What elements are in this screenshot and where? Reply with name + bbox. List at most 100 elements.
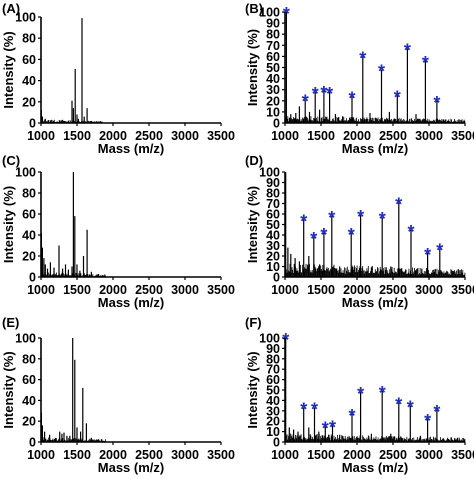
peak-asterisk: *: [422, 53, 429, 73]
x-tick-label: 3500: [207, 129, 235, 143]
y-tick-label: 0: [273, 436, 280, 450]
y-tick-label: 50: [266, 61, 280, 75]
x-tick-label: 3500: [207, 448, 235, 462]
peak-asterisk: *: [433, 402, 440, 422]
y-tick-label: 60: [266, 373, 280, 387]
y-axis-title: Intensity (%): [1, 186, 16, 263]
x-tick-label: 2000: [343, 283, 371, 297]
x-tick-label: 3000: [415, 283, 443, 297]
peak-asterisk: *: [357, 207, 364, 227]
peak-asterisk: *: [311, 400, 318, 420]
peak-asterisk: *: [283, 4, 290, 24]
peak-asterisk: *: [348, 88, 355, 108]
x-axis-title: Mass (m/z): [98, 141, 164, 156]
x-tick-label: 2000: [343, 129, 371, 143]
peak-asterisk: *: [407, 398, 414, 418]
peak-asterisk: *: [320, 83, 327, 103]
y-tick-label: 90: [266, 342, 280, 356]
x-axis-title: Mass (m/z): [98, 295, 164, 310]
x-tick-label: 3500: [451, 448, 474, 462]
peak-asterisk: *: [348, 225, 355, 245]
y-axis-title: Intensity (%): [245, 351, 260, 428]
x-tick-label: 1500: [63, 448, 91, 462]
y-tick-label: 40: [266, 72, 280, 86]
noise-baseline: [284, 116, 466, 123]
peak-asterisk: *: [433, 93, 440, 113]
x-tick-label: 3500: [207, 283, 235, 297]
panel-f: (F)************1000150020002500300035000…: [245, 315, 474, 475]
y-tick-label: 60: [266, 208, 280, 222]
peak-asterisk: *: [424, 411, 431, 431]
panel-label: (A): [2, 1, 20, 16]
peak-asterisk: *: [300, 400, 307, 420]
peak-asterisk: *: [378, 62, 385, 82]
y-tick-label: 100: [259, 6, 280, 20]
peak-asterisk: *: [312, 84, 319, 104]
x-tick-label: 1000: [271, 129, 299, 143]
y-tick-label: 10: [266, 260, 280, 274]
peak-asterisk: *: [348, 406, 355, 426]
y-tick-label: 30: [266, 404, 280, 418]
y-tick-label: 100: [259, 332, 280, 346]
y-tick-label: 80: [266, 352, 280, 366]
x-tick-label: 1000: [271, 283, 299, 297]
x-tick-label: 1000: [27, 448, 55, 462]
x-tick-label: 1000: [271, 448, 299, 462]
y-tick-label: 0: [273, 117, 280, 131]
y-tick-label: 40: [266, 229, 280, 243]
peak-asterisk: *: [359, 48, 366, 68]
x-tick-label: 1000: [27, 129, 55, 143]
panel-label: (D): [245, 153, 263, 168]
y-tick-label: 50: [266, 218, 280, 232]
x-tick-label: 3500: [451, 129, 474, 143]
peak-asterisk: *: [310, 229, 317, 249]
y-tick-label: 0: [29, 271, 36, 285]
y-tick-label: 0: [29, 117, 36, 131]
y-axis-title: Intensity (%): [1, 351, 16, 428]
panel-c: (C) 1000 1500 2000 2500 3000 3500 0 20 40 60 80 100 M…: [1, 153, 235, 310]
panel-label: (E): [2, 315, 19, 330]
peak-asterisk: *: [395, 194, 402, 214]
y-axis-title: Intensity (%): [245, 29, 260, 106]
x-axis-title: Mass (m/z): [98, 460, 164, 475]
peak-asterisk: *: [329, 417, 336, 437]
y-tick-label: 100: [15, 166, 36, 180]
y-tick-label: 40: [22, 394, 36, 408]
x-tick-label: 2000: [99, 283, 127, 297]
peak-asterisk: *: [320, 225, 327, 245]
peak-asterisk: *: [407, 222, 414, 242]
y-tick-label: 60: [22, 373, 36, 387]
x-tick-label: 1500: [307, 129, 335, 143]
panel-d: (D)***********10001500200025003000350001…: [245, 153, 474, 310]
y-tick-label: 70: [266, 39, 280, 53]
peak-asterisk: *: [424, 245, 431, 265]
peak-asterisk: *: [395, 395, 402, 415]
x-tick-label: 1500: [63, 283, 91, 297]
y-tick-label: 0: [29, 436, 36, 450]
y-tick-label: 50: [266, 384, 280, 398]
y-tick-label: 30: [266, 83, 280, 97]
y-tick-label: 60: [266, 50, 280, 64]
y-tick-label: 100: [15, 11, 36, 25]
x-tick-label: 2500: [135, 283, 163, 297]
x-tick-label: 3000: [415, 129, 443, 143]
y-tick-label: 80: [22, 32, 36, 46]
y-tick-label: 20: [266, 250, 280, 264]
y-tick-label: 10: [266, 105, 280, 119]
y-tick-label: 80: [266, 187, 280, 201]
x-tick-label: 2000: [99, 448, 127, 462]
peak-asterisk: *: [300, 211, 307, 231]
x-tick-label: 2500: [379, 129, 407, 143]
x-tick-label: 1000: [27, 283, 55, 297]
y-tick-label: 0: [273, 271, 280, 285]
panel-e: (E) 1000 1500 2000 2500 3000 3500 0 20 40 60 80 100 M…: [1, 315, 235, 475]
x-tick-label: 3000: [171, 283, 199, 297]
y-tick-label: 20: [266, 94, 280, 108]
panel-label: (F): [245, 315, 262, 330]
x-axis-title: Mass (m/z): [342, 141, 408, 156]
peak-asterisk: *: [379, 383, 386, 403]
x-tick-label: 3000: [171, 129, 199, 143]
y-tick-label: 20: [22, 95, 36, 109]
x-tick-label: 2500: [379, 283, 407, 297]
